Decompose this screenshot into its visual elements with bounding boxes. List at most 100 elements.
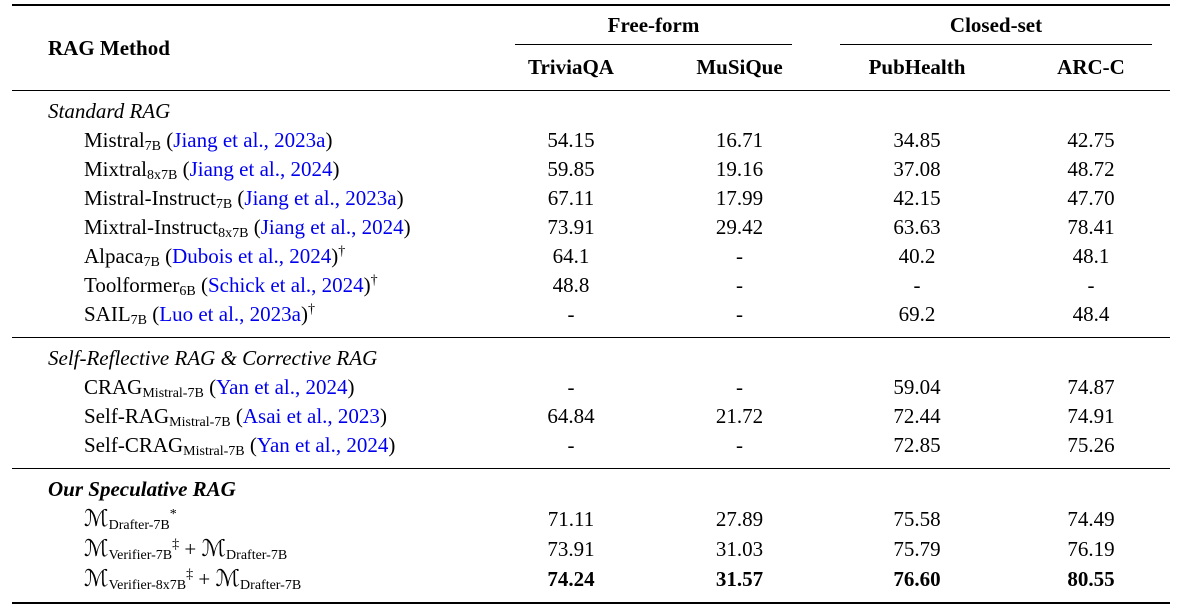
subscript: Drafter-7B — [108, 518, 170, 533]
method-text: ) — [379, 404, 387, 428]
value-cell: 40.2 — [898, 244, 936, 268]
citation-link[interactable]: Jiang et al., 2023a — [244, 186, 397, 210]
value-cell: 31.57 — [715, 567, 764, 591]
citation-link[interactable]: Luo et al., 2023a — [159, 302, 301, 326]
method-text: ) — [388, 433, 396, 457]
value-cell: - — [736, 273, 743, 297]
value-cell: 59.04 — [893, 375, 941, 399]
value-cell: - — [736, 433, 743, 457]
value-cell: 27.89 — [715, 507, 764, 531]
subscript: 8x7B — [218, 226, 249, 241]
method-text: Self-CRAG — [84, 433, 184, 457]
closed-set-columns: PubHealth ARC-C — [822, 45, 1170, 90]
value-cell: 72.44 — [893, 404, 941, 428]
value-cell: 71.11 — [547, 507, 595, 531]
citation-link[interactable]: Asai et al., 2023 — [242, 404, 380, 428]
value-cell: 59.85 — [547, 157, 595, 181]
value-cell: - — [567, 375, 575, 399]
value-cell: 64.84 — [547, 404, 595, 428]
value-cell: 74.49 — [1067, 507, 1115, 531]
value-cell: 42.75 — [1067, 128, 1115, 152]
method-text: ) — [300, 302, 308, 326]
citation-link[interactable]: Jiang et al., 2024 — [260, 215, 404, 239]
value-cell: 42.15 — [893, 186, 941, 210]
method-cell: ℳVerifier-7B‡ + ℳDrafter-7B — [12, 534, 485, 564]
method-text: Self-RAG — [84, 404, 170, 428]
table-row: ℳDrafter-7B* 71.11 27.89 75.58 74.49 — [12, 504, 1170, 534]
method-text: ( — [159, 244, 173, 268]
citation-link[interactable]: Dubois et al., 2024 — [172, 244, 332, 268]
method-text: Mistral — [84, 128, 145, 152]
section-title: Our Speculative RAG — [48, 477, 236, 501]
group-header-free-form: Free-form TriviaQA MuSiQue — [485, 6, 822, 90]
value-cell: 80.55 — [1067, 567, 1115, 591]
table-row: Mixtral-Instruct8x7B (Jiang et al., 2024… — [12, 213, 1170, 242]
value-cell: 48.72 — [1067, 157, 1115, 181]
method-text: ( — [244, 433, 257, 457]
free-form-columns: TriviaQA MuSiQue — [485, 45, 822, 90]
value-cell: 75.26 — [1067, 433, 1115, 457]
method-cell: Mixtral8x7B (Jiang et al., 2024) — [12, 155, 485, 184]
method-text: Mixtral — [84, 157, 147, 181]
table-row: Toolformer6B (Schick et al., 2024)† 48.8 -… — [12, 271, 1170, 300]
value-cell: 78.41 — [1067, 215, 1115, 239]
value-cell: 17.99 — [715, 186, 764, 210]
value-cell: 75.58 — [893, 507, 941, 531]
value-cell: 48.4 — [1072, 302, 1110, 326]
method-cell: Mixtral-Instruct8x7B (Jiang et al., 2024… — [12, 213, 485, 242]
method-text: ( — [161, 128, 174, 152]
table-section: Our Speculative RAG ℳDrafter-7B* 71.11 27.8… — [12, 469, 1170, 602]
citation-link[interactable]: Schick et al., 2024 — [207, 273, 364, 297]
value-cell: - — [567, 433, 575, 457]
column-header-pubhealth: PubHealth — [868, 55, 966, 79]
method-cell: ℳDrafter-7B* — [12, 504, 485, 534]
method-cell: Self-CRAGMistral-7B (Yan et al., 2024) — [12, 431, 485, 460]
value-cell: 54.15 — [547, 128, 595, 152]
table-row: Mistral-Instruct7B (Jiang et al., 2023a)… — [12, 184, 1170, 213]
subscript: Mistral-7B — [169, 415, 231, 430]
method-cell: ℳVerifier-8x7B‡ + ℳDrafter-7B — [12, 564, 485, 594]
method-text: ( — [177, 157, 190, 181]
table-row: ℳVerifier-8x7B‡ + ℳDrafter-7B 74.24 31.57 7… — [12, 564, 1170, 594]
method-text: ) — [325, 128, 333, 152]
value-cell: 37.08 — [893, 157, 941, 181]
method-cell: Alpaca7B (Dubois et al., 2024)† — [12, 242, 485, 271]
citation-link[interactable]: Jiang et al., 2023a — [173, 128, 326, 152]
value-cell: - — [913, 273, 921, 297]
math-script-M-icon: ℳ — [215, 566, 241, 592]
free-form-rule — [515, 44, 792, 45]
math-script-M-icon: ℳ — [201, 536, 227, 562]
table-row: ℳVerifier-7B‡ + ℳDrafter-7B 73.91 31.03 75.… — [12, 534, 1170, 564]
column-header-arc-c: ARC-C — [1057, 55, 1125, 79]
method-cell: SAIL7B (Luo et al., 2023a)† — [12, 300, 485, 329]
table-row: Self-RAGMistral-7B (Asai et al., 2023) 64… — [12, 402, 1170, 431]
value-cell: 48.8 — [552, 273, 590, 297]
method-text: Alpaca — [84, 244, 144, 268]
value-cell: 21.72 — [715, 404, 764, 428]
table-row: Mistral7B (Jiang et al., 2023a) 54.15 16.7… — [12, 126, 1170, 155]
superscript-marker: ‡ — [186, 567, 194, 582]
method-text: Toolformer — [84, 273, 180, 297]
citation-link[interactable]: Jiang et al., 2024 — [189, 157, 333, 181]
value-cell: 34.85 — [893, 128, 941, 152]
subscript: Drafter-7B — [240, 578, 302, 593]
superscript-marker: † — [370, 273, 378, 288]
subscript: 8x7B — [147, 168, 178, 183]
method-cell: Self-RAGMistral-7B (Asai et al., 2023) — [12, 402, 485, 431]
value-cell: - — [736, 302, 743, 326]
method-text: CRAG — [84, 375, 143, 399]
value-cell: 67.11 — [547, 186, 595, 210]
value-cell: 76.19 — [1067, 537, 1115, 561]
results-table: RAG Method Free-form TriviaQA MuSiQue Cl… — [12, 4, 1170, 604]
method-cell: Toolformer6B (Schick et al., 2024)† — [12, 271, 485, 300]
method-text: ) — [396, 186, 404, 210]
value-cell: 69.2 — [898, 302, 936, 326]
table-row: CRAGMistral-7B (Yan et al., 2024) - - 59.04… — [12, 373, 1170, 402]
citation-link[interactable]: Yan et al., 2024 — [216, 375, 348, 399]
method-text: + — [179, 537, 202, 561]
method-text: ( — [195, 273, 208, 297]
subscript: 6B — [179, 284, 196, 299]
citation-link[interactable]: Yan et al., 2024 — [256, 433, 389, 457]
method-text: Mistral-Instruct — [84, 186, 216, 210]
